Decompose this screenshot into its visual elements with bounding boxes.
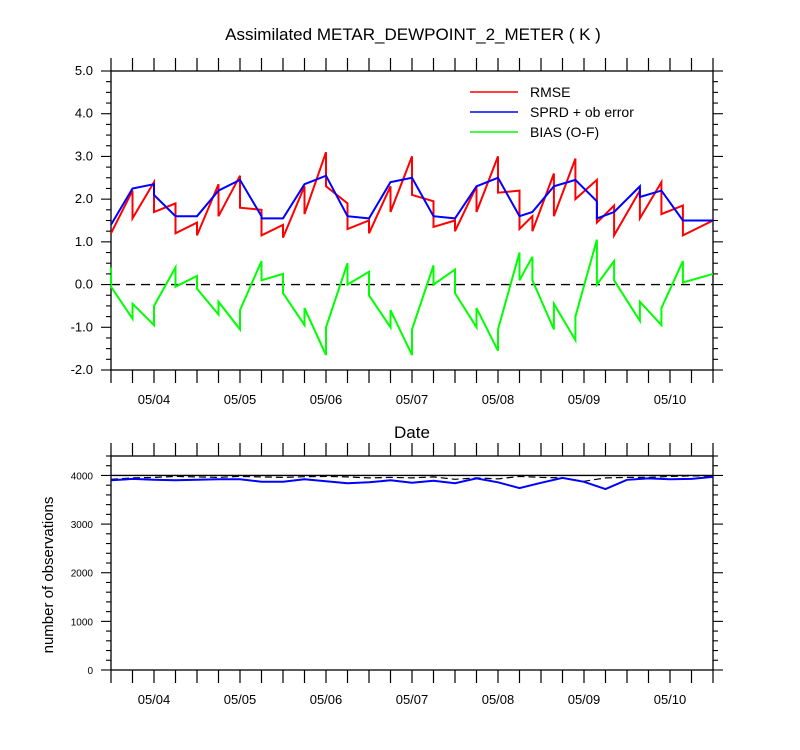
series-line-rmse — [110, 151, 714, 240]
legend: RMSE SPRD + ob error BIAS (O-F) — [470, 84, 634, 140]
x-tick-label: 05/04 — [138, 392, 171, 407]
legend-label: RMSE — [530, 84, 570, 100]
y-tick-label: 4.0 — [75, 106, 93, 121]
y-tick-label: 4000 — [71, 471, 94, 482]
bottom-panel: 0 1000 2000 3000 4000 05/04 05/05 05/06 05/07 05… — [40, 443, 723, 707]
y-tick-label: -1.0 — [71, 319, 93, 334]
x-tick-label: 05/06 — [310, 392, 343, 407]
chart-title: Assimilated METAR_DEWPOINT_2_METER ( K ) — [225, 25, 601, 44]
y-axis-label: number of observations — [40, 497, 57, 654]
y-tick-label: 0.0 — [75, 277, 93, 292]
x-tick-label: 05/09 — [568, 692, 601, 707]
x-tick-label: 05/07 — [396, 692, 429, 707]
x-tick-label: 05/04 — [138, 692, 171, 707]
legend-label: BIAS (O-F) — [530, 124, 599, 140]
x-tick-label: 05/05 — [224, 392, 257, 407]
y-tick-label: 2000 — [71, 569, 94, 580]
top-panel: Assimilated METAR_DEWPOINT_2_METER ( K )… — [71, 25, 723, 442]
series-line-series-0 — [110, 475, 713, 482]
x-tick-label: 05/08 — [482, 392, 515, 407]
legend-label: SPRD + ob error — [530, 104, 634, 120]
y-tick-label: 0 — [87, 666, 93, 677]
y-tick-label: 5.0 — [75, 63, 93, 78]
series-line-sprd-ob-error — [110, 174, 713, 226]
y-tick-label: -2.0 — [71, 362, 93, 377]
y-tick-label: 1.0 — [75, 234, 93, 249]
y-tick-label: 3000 — [71, 520, 94, 531]
x-tick-label: 05/06 — [310, 692, 343, 707]
x-tick-label: 05/10 — [654, 692, 687, 707]
bottom-plot-frame — [110, 455, 714, 671]
y-tick-label: 1000 — [71, 617, 94, 628]
y-tick-label: 2.0 — [75, 191, 93, 206]
x-tick-label: 05/10 — [654, 392, 687, 407]
series-line-bias-o-f- — [110, 239, 714, 356]
x-tick-label: 05/09 — [568, 392, 601, 407]
x-tick-label: 05/07 — [396, 392, 429, 407]
y-tick-label: 3.0 — [75, 148, 93, 163]
series-line-series-1 — [110, 475, 714, 491]
x-tick-label: 05/08 — [482, 692, 515, 707]
x-axis-label: Date — [394, 423, 430, 442]
x-tick-label: 05/05 — [224, 692, 257, 707]
